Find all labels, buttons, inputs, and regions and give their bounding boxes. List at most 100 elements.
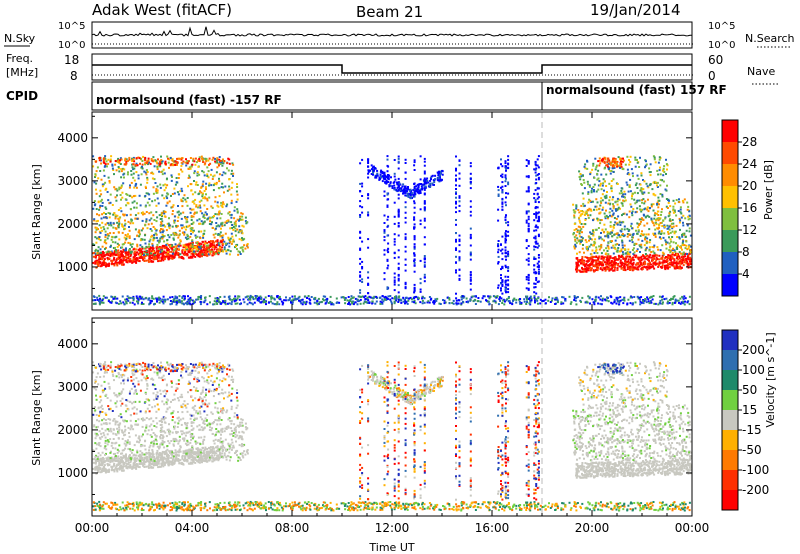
power-cell (656, 181, 659, 184)
power-cell (413, 299, 416, 302)
power-cell (111, 164, 114, 167)
power-cell (181, 157, 184, 160)
power-cell (413, 236, 416, 239)
power-cell (609, 161, 612, 164)
power-cell (670, 297, 673, 300)
power-cell (93, 219, 96, 222)
power-cell (127, 251, 130, 254)
power-cell (105, 253, 108, 256)
power-cell (640, 267, 643, 270)
power-cell (414, 193, 417, 196)
power-cell (423, 217, 426, 220)
power-cell (677, 210, 680, 212)
power-cell (359, 247, 362, 250)
power-cell (576, 252, 578, 255)
power-cell (630, 266, 633, 269)
power-cell (117, 253, 120, 256)
power-cell (190, 189, 193, 192)
power-cell (638, 166, 641, 168)
power-cell (680, 261, 683, 264)
power-cell (144, 185, 147, 188)
power-cell (623, 265, 625, 268)
power-cell (602, 182, 605, 185)
power-cell (180, 168, 182, 171)
power-cell (419, 178, 422, 181)
power-cell (137, 174, 140, 177)
power-cell (580, 236, 583, 239)
power-cell (100, 253, 103, 256)
power-cell (237, 295, 240, 298)
power-cell (211, 158, 214, 161)
power-cell (162, 168, 165, 171)
power-cell (686, 208, 689, 211)
power-cell (621, 244, 624, 247)
power-cell (587, 192, 590, 195)
power-cell (659, 178, 662, 181)
power-cell (578, 232, 581, 235)
power-cell (633, 242, 636, 245)
power-cell (127, 253, 130, 256)
power-cell (123, 228, 125, 231)
power-cell (573, 247, 576, 250)
power-cell (193, 170, 196, 173)
power-cell (213, 236, 216, 239)
power-cell (370, 173, 373, 175)
power-cell (125, 260, 128, 263)
power-cell (624, 260, 627, 263)
power-cell (381, 302, 384, 305)
power-cell (580, 223, 583, 225)
power-cell (129, 251, 132, 253)
power-cell (160, 159, 163, 162)
power-cell (241, 232, 244, 235)
power-cell (607, 258, 610, 261)
power-cell (455, 188, 457, 190)
power-cell (359, 279, 362, 282)
power-cell (176, 244, 179, 247)
power-cell (639, 251, 641, 253)
power-cell (607, 157, 609, 160)
power-cell (106, 257, 109, 259)
power-cell (211, 243, 214, 246)
power-cell (656, 217, 659, 220)
power-cell (230, 242, 233, 245)
power-cell (595, 205, 598, 208)
power-cell (233, 209, 236, 212)
power-cell (386, 225, 389, 228)
power-cell (632, 208, 635, 210)
power-cell (578, 235, 581, 238)
power-cell (205, 193, 207, 196)
power-cell (241, 237, 243, 240)
power-cell (613, 233, 616, 236)
power-cell (593, 176, 596, 179)
power-cell (658, 262, 661, 265)
power-cell (653, 252, 656, 255)
power-cell (145, 218, 148, 221)
power-cell (423, 297, 426, 300)
power-cell (386, 198, 389, 201)
power-cell (156, 255, 159, 258)
power-cell (533, 197, 536, 200)
power-cell (403, 188, 406, 191)
power-cell (617, 247, 620, 249)
power-cell (396, 186, 399, 189)
power-cell (400, 301, 403, 304)
power-cell (383, 296, 386, 299)
power-cell (212, 240, 214, 243)
power-cell (119, 159, 122, 162)
power-cell (212, 241, 215, 244)
power-cell (678, 257, 681, 260)
power-cell (239, 246, 242, 249)
power-cell (507, 279, 510, 282)
power-cell (673, 267, 676, 270)
power-cell (657, 232, 660, 235)
power-cell (458, 184, 461, 187)
power-cell (572, 209, 575, 212)
power-cell (288, 298, 291, 301)
power-cell (226, 162, 229, 165)
power-cell (198, 218, 201, 221)
power-cell (642, 263, 645, 266)
power-cell (455, 261, 457, 264)
power-cell (207, 245, 210, 248)
power-cell (505, 258, 507, 261)
power-cell (271, 302, 274, 305)
